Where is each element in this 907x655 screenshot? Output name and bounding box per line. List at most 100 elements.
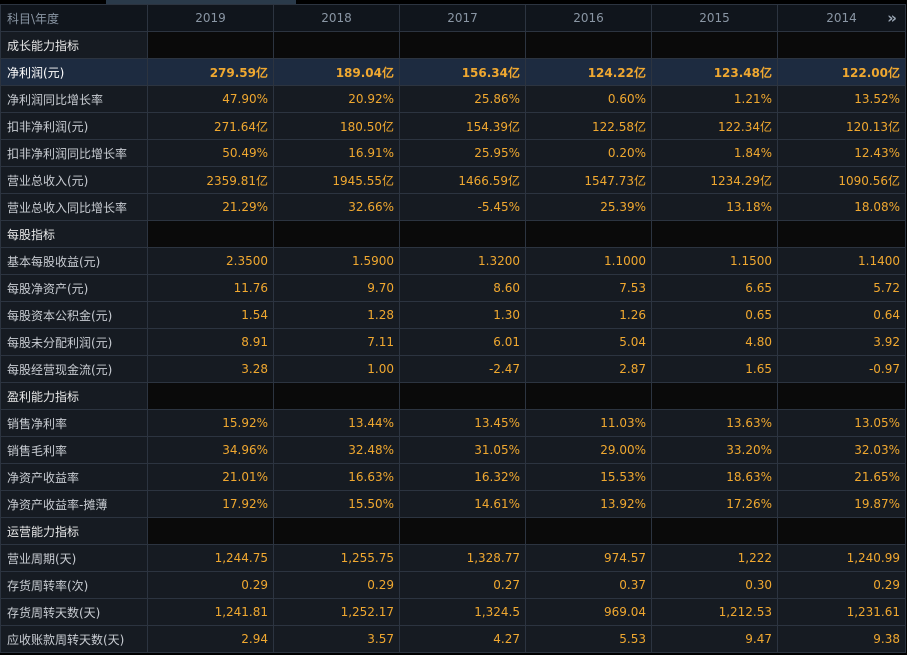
section-empty-cell [651,220,778,248]
row-label: 基本每股收益(元) [0,247,148,275]
value-cell: -0.97 [777,355,906,383]
value-cell: 2.94 [147,625,274,653]
value-cell: 25.86% [399,85,526,113]
value-cell: 1,240.99 [777,544,906,572]
table-row[interactable]: 净资产收益率-摊薄 17.92% 15.50% 14.61% 13.92% 17.26% 1… [0,490,906,518]
value-cell: 25.39% [525,193,652,221]
value-cell: 9.38 [777,625,906,653]
section-header-row: 盈利能力指标 [0,382,906,410]
value-cell: 1547.73亿 [525,166,652,194]
table-row[interactable]: 应收账款周转天数(天) 2.94 3.57 4.27 5.53 9.47 9.38 [0,625,906,653]
table-row[interactable]: 存货周转率(次) 0.29 0.29 0.27 0.37 0.30 0.29 [0,571,906,599]
section-title: 成长能力指标 [0,31,148,59]
row-label: 净资产收益率 [0,463,148,491]
value-cell: 1.3200 [399,247,526,275]
value-cell: 47.90% [147,85,274,113]
table-row[interactable]: 营业总收入同比增长率 21.29% 32.66% -5.45% 25.39% 13.18%… [0,193,906,221]
table-row[interactable]: 净资产收益率 21.01% 16.63% 16.32% 15.53% 18.63% 21.6… [0,463,906,491]
value-cell: 13.45% [399,409,526,437]
table-row[interactable]: 存货周转天数(天) 1,241.81 1,252.17 1,324.5 969.04 1,… [0,598,906,626]
value-cell: 3.28 [147,355,274,383]
table-row[interactable]: 销售毛利率 34.96% 32.48% 31.05% 29.00% 33.20% 32.03… [0,436,906,464]
row-label: 营业总收入(元) [0,166,148,194]
value-cell: 7.53 [525,274,652,302]
row-label: 存货周转率(次) [0,571,148,599]
row-label: 销售净利率 [0,409,148,437]
row-label: 销售毛利率 [0,436,148,464]
value-cell: 1,231.61 [777,598,906,626]
table-row[interactable]: 每股净资产(元) 11.76 9.70 8.60 7.53 6.65 5.72 [0,274,906,302]
value-cell: 0.27 [399,571,526,599]
section-empty-cell [525,382,652,410]
section-empty-cell [399,31,526,59]
section-empty-cell [525,31,652,59]
year-header[interactable]: 2016 [525,4,652,32]
value-cell: 34.96% [147,436,274,464]
table-row[interactable]: 扣非净利润同比增长率 50.49% 16.91% 25.95% 0.20% 1.84% 12… [0,139,906,167]
value-cell: 4.80 [651,328,778,356]
value-cell: 2.3500 [147,247,274,275]
value-cell: 974.57 [525,544,652,572]
value-cell: 1090.56亿 [777,166,906,194]
value-cell: 13.92% [525,490,652,518]
value-cell: 18.63% [651,463,778,491]
table-row[interactable]: 净利润同比增长率 47.90% 20.92% 25.86% 0.60% 1.21% 13.5… [0,85,906,113]
row-label: 应收账款周转天数(天) [0,625,148,653]
value-cell: 6.01 [399,328,526,356]
value-cell: -5.45% [399,193,526,221]
value-cell: 124.22亿 [525,58,652,86]
value-cell: 1234.29亿 [651,166,778,194]
value-cell: 1.30 [399,301,526,329]
value-cell: 1.1400 [777,247,906,275]
table-row[interactable]: 每股资本公积金(元) 1.54 1.28 1.30 1.26 0.65 0.64 [0,301,906,329]
table-row[interactable]: 销售净利率 15.92% 13.44% 13.45% 11.03% 13.63% 13.05… [0,409,906,437]
value-cell: 31.05% [399,436,526,464]
value-cell: 5.04 [525,328,652,356]
year-header[interactable]: 2017 [399,4,526,32]
value-cell: 5.72 [777,274,906,302]
value-cell: 32.03% [777,436,906,464]
value-cell: 13.44% [273,409,400,437]
table-row[interactable]: 每股经营现金流(元) 3.28 1.00 -2.47 2.87 1.65 -0.97 [0,355,906,383]
value-cell: 33.20% [651,436,778,464]
year-header[interactable]: 2018 [273,4,400,32]
table-row[interactable]: 每股未分配利润(元) 8.91 7.11 6.01 5.04 4.80 3.92 [0,328,906,356]
active-tab-indicator[interactable] [106,0,296,4]
value-cell: 8.91 [147,328,274,356]
year-header[interactable]: 2019 [147,4,274,32]
double-chevron-right-icon[interactable]: » [887,9,897,27]
value-cell: 0.20% [525,139,652,167]
table-row[interactable]: 基本每股收益(元) 2.3500 1.5900 1.3200 1.1000 1.1500 1… [0,247,906,275]
value-cell: 5.53 [525,625,652,653]
value-cell: 4.27 [399,625,526,653]
value-cell: 189.04亿 [273,58,400,86]
section-empty-cell [147,517,274,545]
value-cell: 1.00 [273,355,400,383]
section-empty-cell [777,220,906,248]
value-cell: 120.13亿 [777,112,906,140]
table-row[interactable]: 净利润(元) 279.59亿 189.04亿 156.34亿 124.22亿 123.48… [0,58,906,86]
value-cell: 180.50亿 [273,112,400,140]
value-cell: 0.60% [525,85,652,113]
value-cell: 279.59亿 [147,58,274,86]
section-empty-cell [399,382,526,410]
table-row[interactable]: 营业总收入(元) 2359.81亿 1945.55亿 1466.59亿 1547.73亿… [0,166,906,194]
value-cell: 1,244.75 [147,544,274,572]
value-cell: 15.50% [273,490,400,518]
row-label: 净利润同比增长率 [0,85,148,113]
row-label: 每股未分配利润(元) [0,328,148,356]
year-header[interactable]: 2015 [651,4,778,32]
top-tab-strip [0,0,907,4]
section-empty-cell [651,382,778,410]
value-cell: 32.66% [273,193,400,221]
row-label: 净资产收益率-摊薄 [0,490,148,518]
table-row[interactable]: 扣非净利润(元) 271.64亿 180.50亿 154.39亿 122.58亿 122.… [0,112,906,140]
value-cell: 1,222 [651,544,778,572]
header-row: 科目\年度 2019 2018 2017 2016 2015 2014 » [0,4,906,32]
table-row[interactable]: 营业周期(天) 1,244.75 1,255.75 1,328.77 974.57 1,2… [0,544,906,572]
value-cell: 122.00亿 [777,58,906,86]
year-header[interactable]: 2014 » [777,4,906,32]
value-cell: 1.26 [525,301,652,329]
value-cell: 11.03% [525,409,652,437]
financial-indicators-table: 科目\年度 2019 2018 2017 2016 2015 2014 » 成长… [0,4,906,653]
